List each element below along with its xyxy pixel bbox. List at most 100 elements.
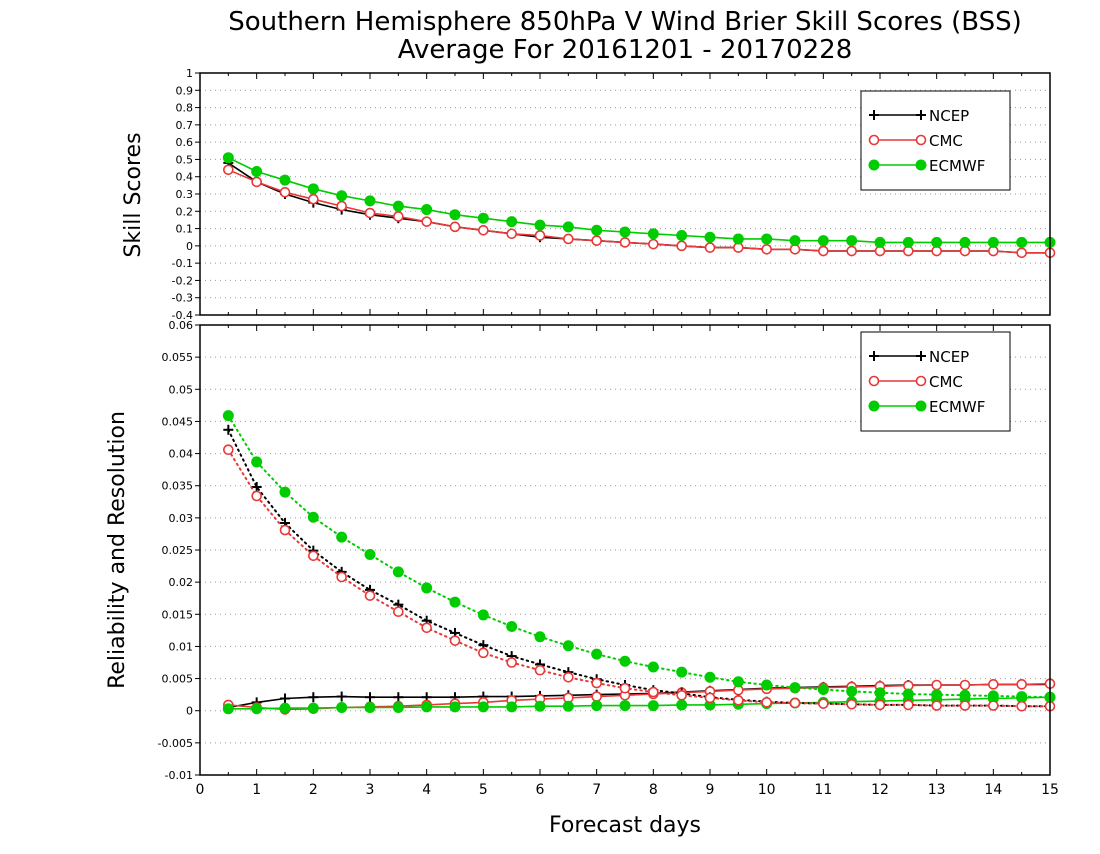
data-point: [280, 693, 290, 704]
data-point: [223, 164, 234, 176]
data-point: [789, 682, 801, 694]
plot-frame: [199, 72, 1051, 316]
x-tick-label: 6: [536, 782, 545, 798]
y-tick-label: 0.8: [176, 102, 194, 115]
y-tick-label: -0.1: [172, 257, 193, 270]
data-point: [619, 226, 631, 238]
y-tick-label: 0: [186, 705, 193, 718]
x-tick-label: 3: [366, 782, 375, 798]
y-tick-label: 0.3: [176, 188, 194, 201]
data-point: [789, 697, 801, 709]
data-point: [591, 691, 602, 702]
y-tick-label: 1: [186, 67, 193, 80]
y-tick-label: 0.4: [176, 171, 194, 184]
data-point: [1016, 691, 1028, 703]
y-tick-label: 0.03: [169, 512, 194, 525]
data-point: [421, 582, 433, 594]
data-point: [251, 703, 263, 715]
x-tick-label: 1: [252, 782, 261, 798]
data-point: [846, 698, 857, 710]
data-point: [449, 596, 461, 608]
data-point: [1016, 700, 1027, 712]
series-cmc: [223, 164, 1056, 259]
data-point: [563, 671, 574, 683]
data-point: [874, 687, 886, 699]
data-point: [478, 647, 489, 659]
y-tick-label: -0.01: [165, 769, 193, 782]
data-point: [761, 679, 773, 691]
y-tick-label: 0.6: [176, 136, 194, 149]
data-point: [222, 410, 234, 422]
y-tick-label: 0.05: [169, 383, 194, 396]
data-point: [562, 700, 574, 712]
y-tick-label: 0.06: [169, 319, 194, 332]
x-tick-label: 9: [706, 782, 715, 798]
data-point: [846, 685, 858, 697]
data-point: [449, 209, 461, 221]
x-tick-label: 11: [814, 782, 832, 798]
y-tick-label: 0.2: [176, 205, 194, 218]
data-point: [619, 237, 631, 248]
data-point: [902, 688, 914, 700]
y-tick-label: 0.7: [176, 119, 194, 132]
data-point: [393, 606, 404, 618]
x-tick-label: 2: [309, 782, 318, 798]
data-point: [477, 701, 489, 713]
data-point: [732, 676, 744, 688]
y-tick-label: 0.5: [176, 153, 194, 166]
data-point: [477, 609, 489, 621]
data-point: [1016, 236, 1028, 248]
data-point: [478, 225, 489, 236]
data-point: [364, 590, 376, 601]
data-point: [647, 661, 659, 673]
data-point: [846, 245, 857, 257]
y-tick-label: -0.005: [158, 737, 193, 750]
data-point: [222, 152, 234, 164]
data-point: [421, 204, 433, 216]
data-point: [931, 700, 942, 711]
chart-title-line2: Average For 20161201 - 20170228: [398, 35, 853, 65]
data-point: [987, 690, 999, 702]
data-point: [222, 703, 234, 715]
data-point: [647, 700, 659, 712]
legend: NCEP CMC ECMWF: [860, 90, 1011, 191]
legend: NCEP CMC ECMWF: [860, 331, 1011, 432]
data-point: [506, 621, 518, 632]
data-point: [534, 700, 546, 712]
data-point: [987, 236, 999, 248]
x-tick-label: 5: [479, 782, 488, 798]
data-point: [251, 176, 262, 188]
data-point: [449, 221, 461, 233]
data-point: [223, 444, 234, 456]
data-point: [648, 686, 659, 698]
legend-marker: [916, 110, 926, 120]
data-point: [308, 692, 319, 703]
data-point: [392, 566, 404, 578]
data-point: [364, 549, 376, 560]
series-ecmwf-resolution: [222, 410, 1056, 703]
data-point: [308, 193, 319, 205]
y-tick-label: 0.9: [176, 84, 194, 97]
data-point: [364, 702, 376, 713]
data-point: [477, 212, 489, 224]
data-point: [506, 228, 517, 240]
data-point: [818, 245, 829, 257]
data-point: [591, 700, 603, 712]
data-point: [676, 666, 688, 678]
y-tick-label: 0.02: [169, 576, 194, 589]
data-point: [279, 186, 291, 198]
data-point: [506, 216, 518, 228]
y-tick-label: 0.015: [162, 608, 194, 621]
data-point: [307, 511, 319, 523]
data-point: [279, 486, 291, 498]
legend-marker: [869, 110, 879, 120]
data-point: [307, 183, 319, 195]
data-point: [903, 699, 914, 711]
y-tick-label: 0.005: [162, 673, 194, 686]
y-axis-label: Skill Scores: [121, 132, 146, 257]
legend-marker: [915, 134, 927, 146]
data-point: [506, 701, 518, 713]
data-point: [506, 657, 517, 668]
data-point: [988, 700, 999, 711]
x-tick-label: 0: [196, 782, 205, 798]
